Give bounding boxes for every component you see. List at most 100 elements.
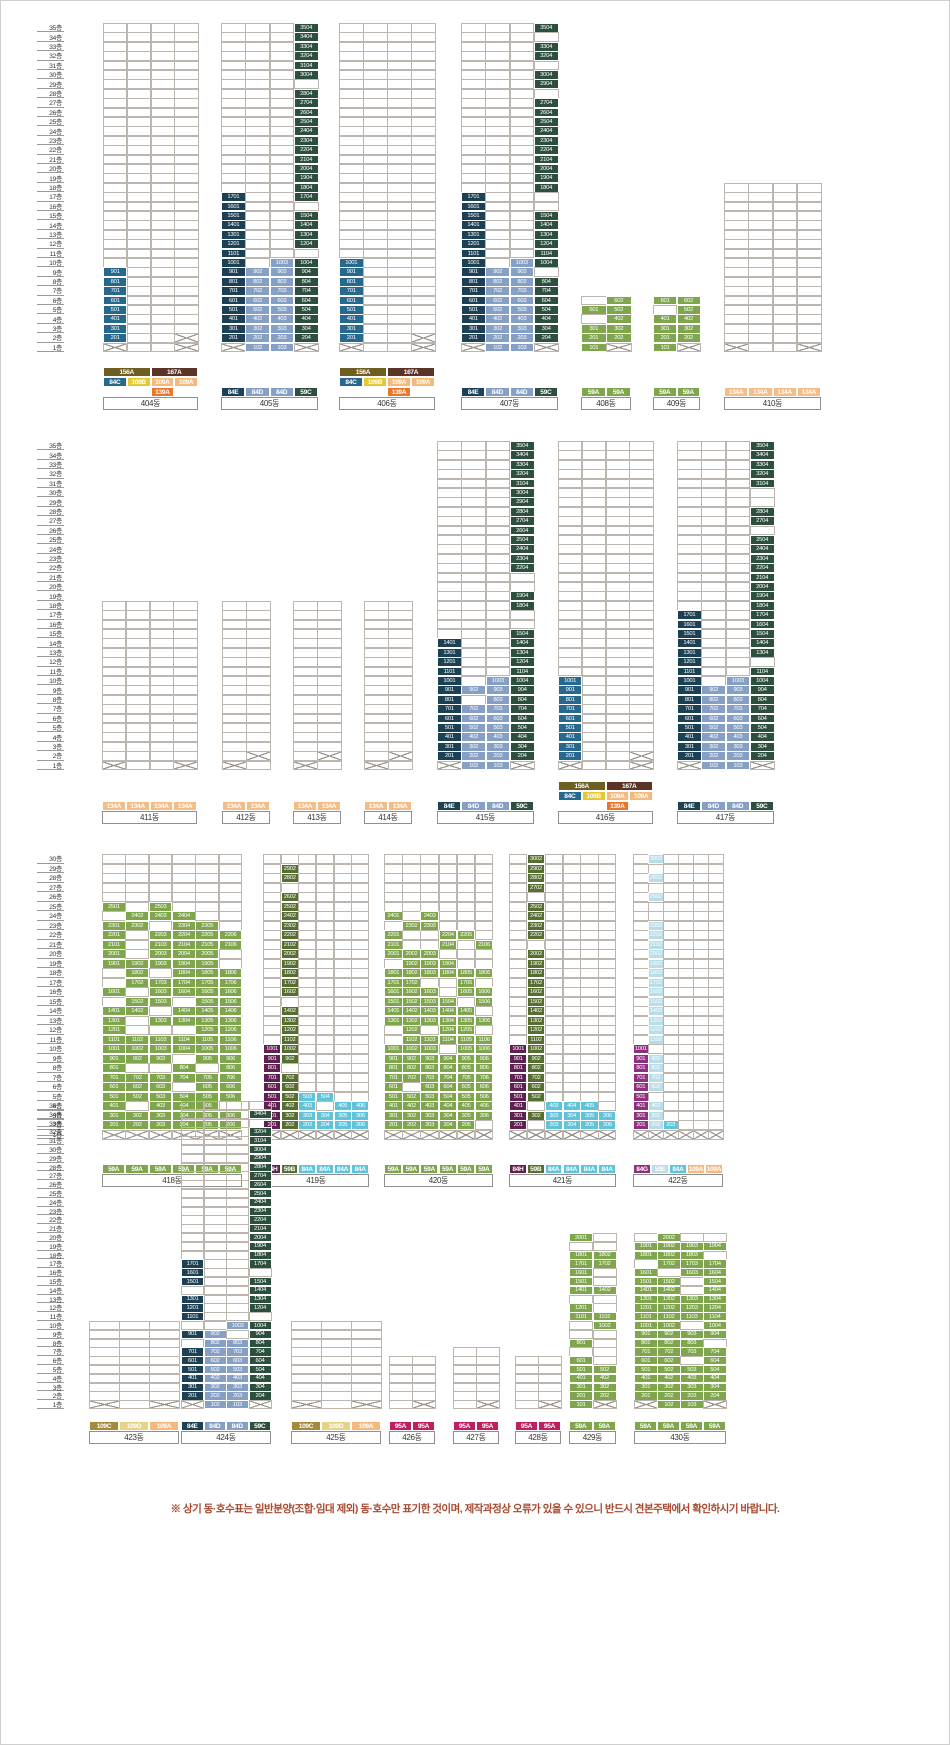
floor-label: 8층 [37, 277, 64, 287]
empty-cell [150, 333, 175, 344]
empty-cell [605, 610, 630, 621]
unit-cell: 1902 [125, 958, 150, 969]
floor-label: 27층 [37, 516, 64, 526]
empty-cell [218, 854, 243, 864]
empty-cell [663, 968, 679, 978]
unit-cell: 902 [701, 685, 726, 696]
floor-label: 21층 [37, 155, 64, 164]
empty-cell [485, 572, 511, 583]
building-label: 423동 [89, 1431, 179, 1444]
empty-cell [663, 920, 679, 931]
unit-cell: 702 [402, 1072, 421, 1083]
building-label: 405동 [221, 397, 318, 410]
empty-cell [317, 760, 342, 771]
empty-cell [544, 1053, 563, 1064]
empty-cell [629, 478, 654, 489]
empty-cell [708, 1044, 724, 1054]
unit-cell: 1001 [263, 1044, 282, 1054]
empty-cell [333, 996, 352, 1007]
empty-cell [562, 930, 581, 940]
empty-cell [316, 882, 335, 893]
empty-cell [605, 619, 630, 630]
empty-cell [402, 892, 421, 902]
empty-cell [174, 314, 199, 325]
no-unit-cell [558, 760, 583, 771]
empty-cell [748, 239, 773, 250]
empty-cell [246, 760, 271, 771]
empty-cell [633, 958, 649, 969]
unit-cell: 702 [125, 1072, 150, 1083]
empty-cell [102, 704, 127, 715]
unit-cell: 204 [749, 751, 775, 762]
empty-cell [437, 572, 462, 583]
empty-cell [364, 713, 389, 724]
unit-cell: 1802 [402, 968, 421, 978]
empty-cell [263, 987, 282, 997]
empty-cell [298, 1063, 317, 1073]
empty-cell [363, 107, 388, 118]
no-unit-cell [222, 760, 247, 771]
empty-cell [562, 1063, 581, 1073]
floor-label: 2층 [37, 751, 64, 761]
legend-59A: 59A [680, 1421, 703, 1431]
unit-cell: 2301 [102, 920, 126, 931]
unit-cell: 404 [293, 314, 319, 325]
legend-134A: 134A [796, 387, 821, 397]
no-unit-cell [125, 1129, 150, 1140]
legend-95A: 95A [389, 1421, 412, 1431]
legend-84D: 84D [485, 801, 510, 811]
empty-cell [772, 286, 798, 297]
unit-cell: 1101 [437, 666, 462, 677]
empty-cell [580, 873, 599, 883]
unit-cell: 1404 [293, 220, 319, 231]
empty-cell [678, 1101, 694, 1111]
empty-cell [629, 450, 654, 461]
empty-cell [387, 239, 412, 250]
empty-cell [298, 949, 317, 959]
empty-cell [526, 939, 546, 950]
empty-cell [148, 882, 173, 893]
empty-cell [293, 685, 318, 696]
empty-cell [693, 987, 709, 997]
empty-cell [316, 1006, 335, 1016]
empty-cell [218, 892, 243, 902]
floor-label: 24층 [37, 544, 64, 554]
empty-cell [269, 51, 295, 62]
empty-cell [351, 1053, 370, 1064]
unit-cell: 203 [509, 333, 535, 344]
empty-cell [438, 1044, 458, 1054]
empty-cell [174, 295, 199, 306]
unit-cell: 1503 [148, 996, 173, 1007]
empty-cell [772, 201, 798, 212]
empty-cell [126, 107, 151, 118]
no-unit-cell [333, 1129, 352, 1140]
empty-cell [387, 126, 412, 137]
empty-cell [544, 939, 563, 950]
unit-cell: 402 [606, 314, 632, 325]
empty-cell [246, 610, 271, 621]
empty-cell [605, 760, 630, 771]
no-unit-cell [648, 1129, 664, 1140]
empty-cell [598, 1082, 617, 1092]
unit-cell: 706 [474, 1072, 494, 1083]
unit-cell: 502 [402, 1091, 421, 1102]
unit-cell: 601 [633, 1082, 649, 1092]
empty-cell [474, 949, 494, 959]
empty-cell [796, 201, 822, 212]
empty-cell [509, 32, 535, 43]
empty-cell [364, 610, 389, 621]
unit-cell: 2402 [526, 911, 546, 921]
building-label: 417동 [677, 811, 774, 824]
empty-cell [509, 60, 535, 71]
empty-cell [693, 1082, 709, 1092]
empty-cell [222, 713, 247, 724]
empty-cell [402, 1082, 421, 1092]
empty-cell [796, 295, 822, 306]
empty-cell [221, 32, 246, 43]
empty-cell [708, 854, 724, 864]
empty-cell [725, 619, 751, 630]
empty-cell [544, 1034, 563, 1045]
empty-cell [461, 107, 486, 118]
unit-cell: 506 [474, 1091, 494, 1102]
empty-cell [148, 873, 173, 883]
